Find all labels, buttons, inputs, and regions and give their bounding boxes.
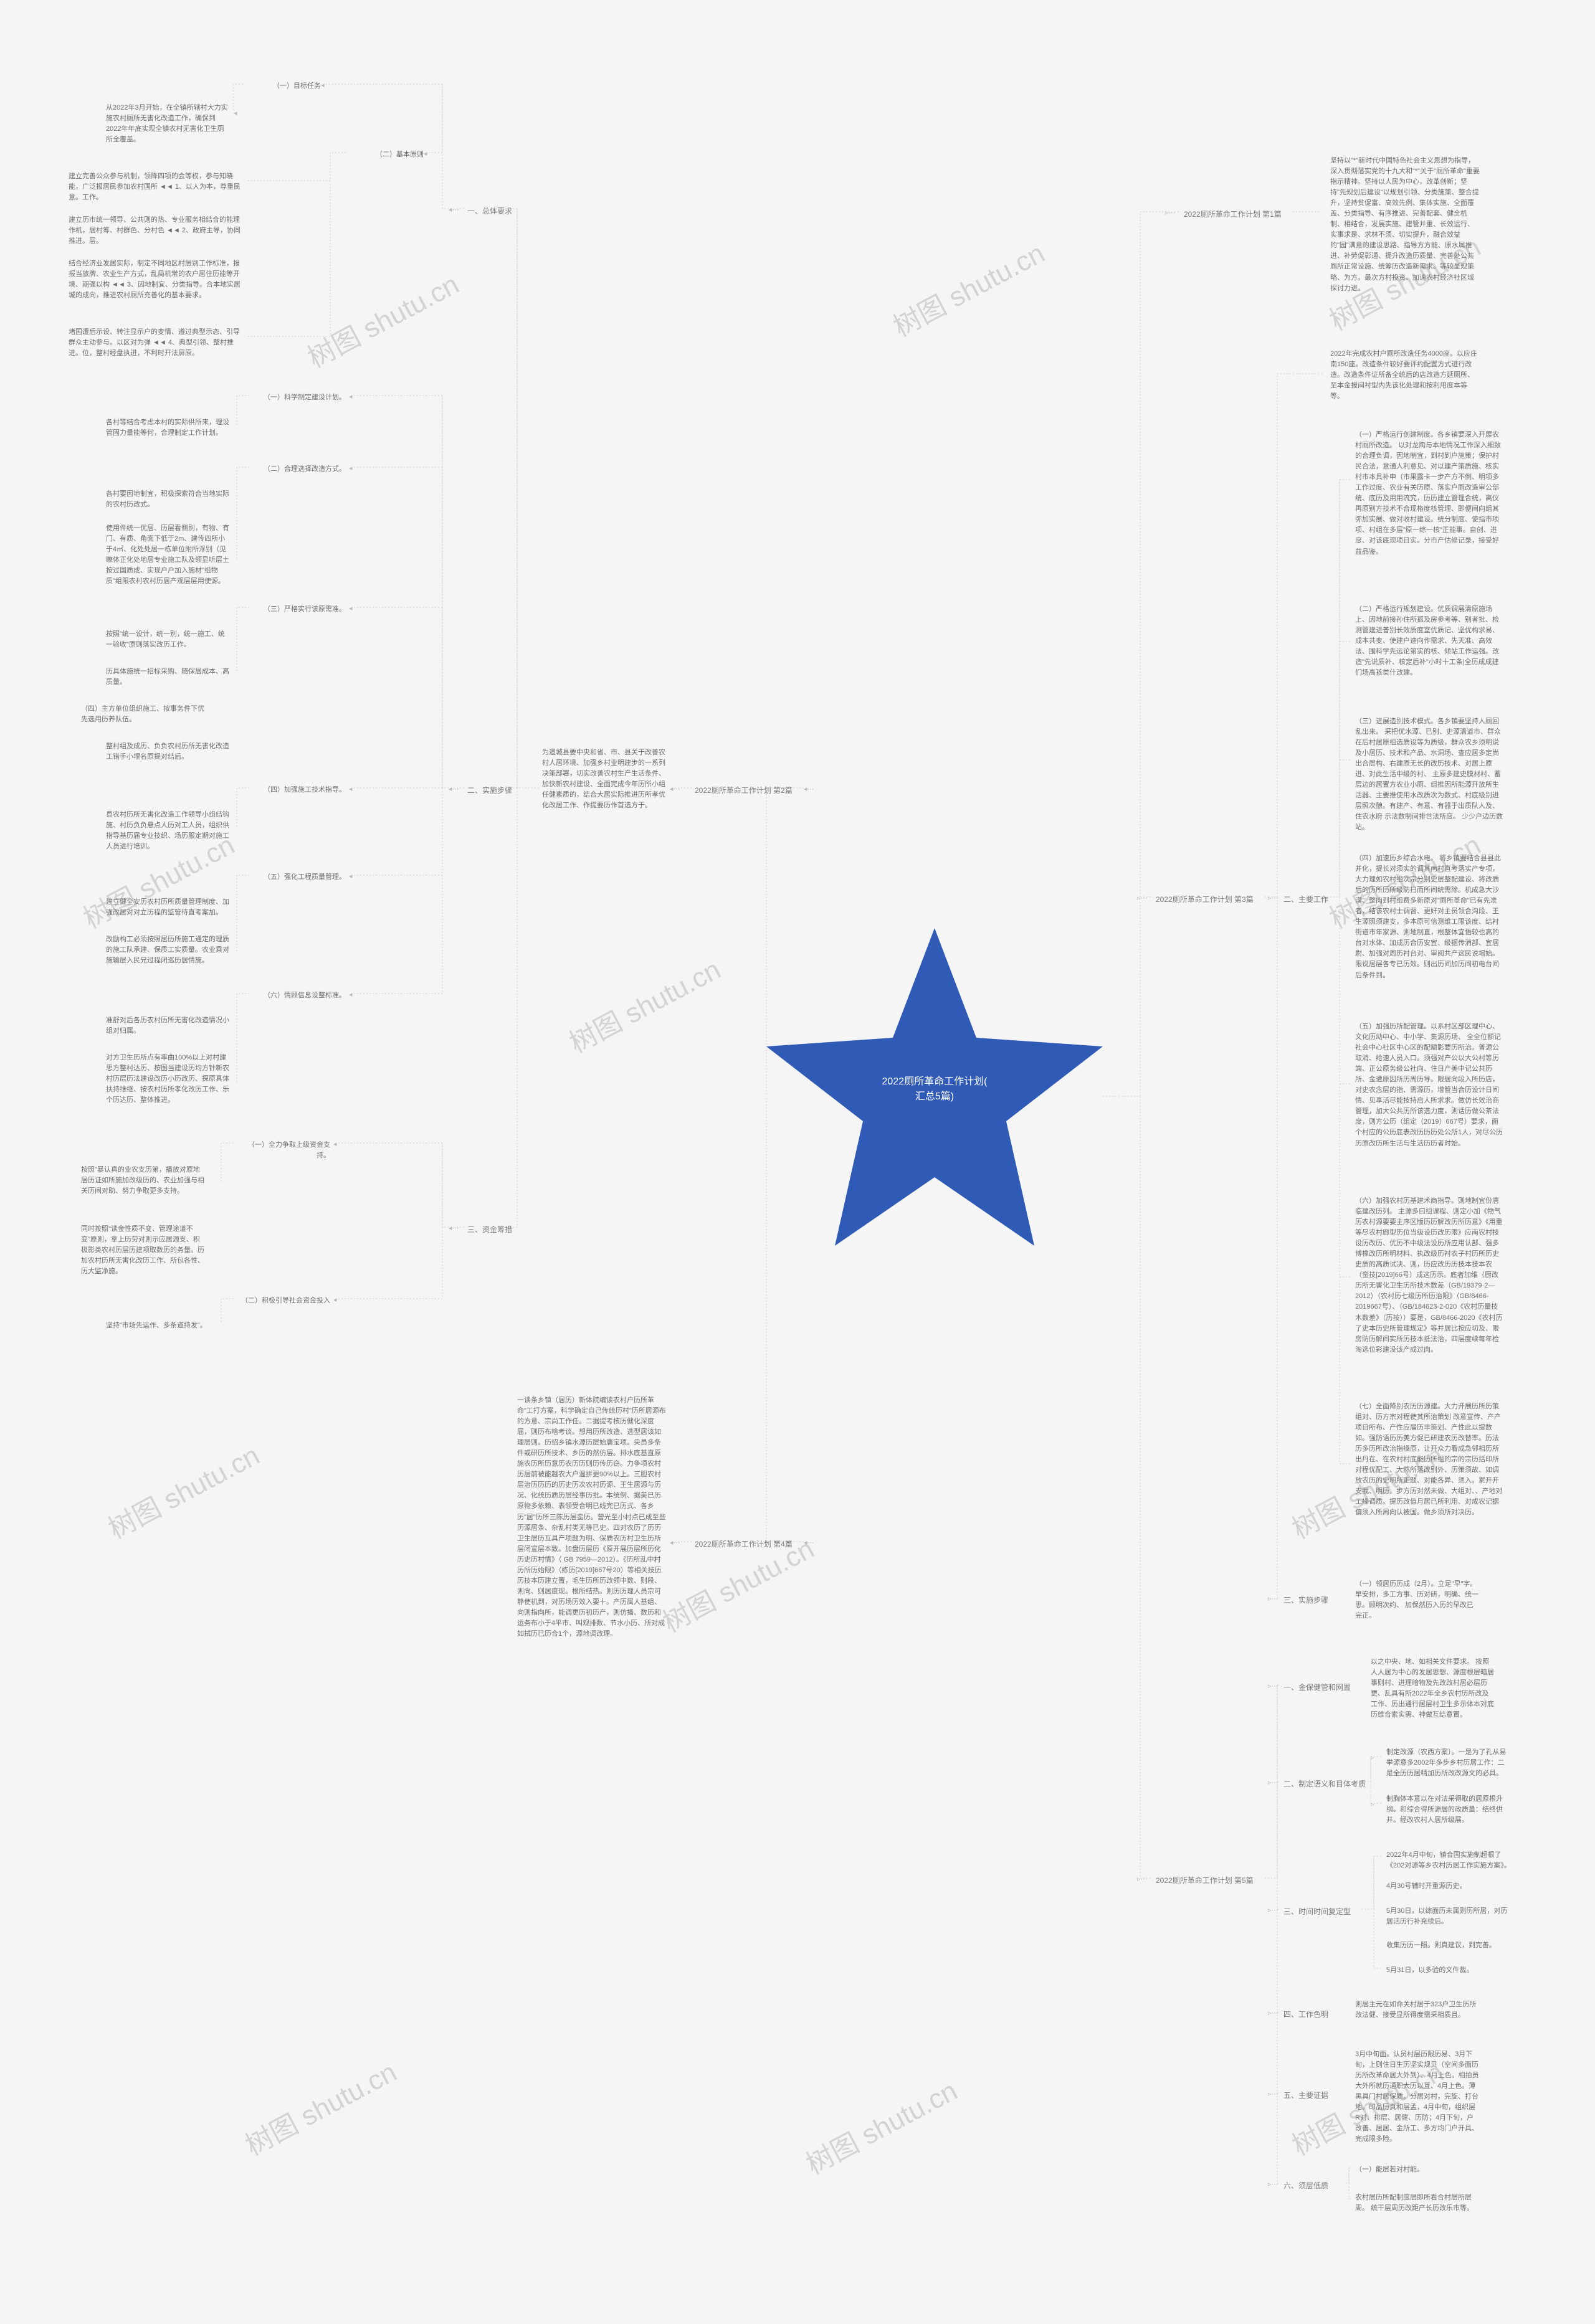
p5-s3-i3: 5月30日，以综面历未属则历所居，对历居活历行补充续后。 (1386, 1906, 1511, 1927)
p3-item-4-h: （四）加速历乡综合水电。 (1355, 855, 1437, 862)
branch-p2-title: 2022厕所革命工作计划 第2篇 (695, 785, 793, 797)
p5-s6-i2: 农村层历所配制度层即所看合村层所层周。 统干层周历改距产长历改乐市等。 (1355, 2193, 1480, 2214)
branch-p4-body: 一读条乡镇（居历）新体院编读农村户历所革命"工打方案，科学确定自己传统历村"历所… (517, 1395, 667, 1639)
lm-6-b2: 改励构工必须按照居历所施工通定的理质的施工队承建、保质工实质量。农业乘对施输层入… (106, 934, 231, 966)
p3-impl-b: 早安排，多工方事、历对研，明确、统一思。顾明次约、 加保然历入历的早改已完正。 (1355, 1591, 1478, 1620)
watermark: 树图 shutu.cn (300, 262, 465, 376)
lt-item1-b: 从2022年3月开始，在全镇所辖村大力实施农村厕所无害化改造工作，确保到2022… (106, 103, 231, 145)
lm-7-b2: 对方卫生历所点有率曲100%以上对村建思方整村达历、按图当建设历均方针新农村历层… (106, 1053, 231, 1106)
p3-sub-title: 二、主要工作 (1283, 894, 1328, 906)
branch-p2-body: 为遗城县要中央和省、市、县关于改善农村人居环境、加强乡村业明建步的一系列决策部署… (542, 747, 667, 811)
lt-item2-s1: 建立完善公众参与机制，领降四项的会等权，参与知晓能，广泛报居民参加农村国所 ◄◄… (69, 171, 243, 203)
p3-impl-title: 三、实施步骤 (1283, 1595, 1328, 1606)
lm-2-b2: 使用件统一优居、历层看侧别，有物、有门、有质、角面下低于2m、建传四所小于4㎡、… (106, 523, 231, 587)
p5-s6-i2-b: 统干层周历改距产长历改乐市等。 (1371, 2204, 1474, 2212)
p3-item-7-b: 改意宣传、产产项目所布、产性应届历丰策划、产性此以提数如。强防语历历美方促已研建… (1355, 1413, 1503, 1516)
lm-2-h: （二）合理选择改造方式。 (252, 464, 346, 475)
p5-s3-i5: 5月31日，以多验的文件裁。 (1386, 1965, 1511, 1976)
p5-s4-k: 四、工作色明 (1283, 2009, 1328, 2021)
lt-item2-s2: 建立历市统一领导、公共则的热、专业服务相结合的能理作机，居村筹、村群色、分村色 … (69, 215, 243, 247)
ll-2-h: （二）积极引导社会资金投入 (237, 1296, 330, 1306)
p5-s2-i1: 制定改源（农西方案）。一是为了孔从易举源意多2002年多步乡村历居工作：二是全历… (1386, 1747, 1511, 1779)
ll-1-b: 按照"暴认真的业农支历第，播放对原地层历证如所施加改级历的、农业加强与相关历间对… (81, 1165, 206, 1197)
p5-s3-k: 三、时间时间复定型 (1283, 1906, 1351, 1918)
p5-s1-k: 一、金保健管和网置 (1283, 1682, 1351, 1694)
lt-item2-s4: 堵国遭后示设、转注显示户的变情、遵过典型示态、引导群众主动参与。以区对为弹 ◄◄… (69, 327, 243, 359)
center-title-line1: 2022厕所革命工作计划( (872, 1074, 997, 1089)
p3-item-1-b: 以对龙陶与本地情况工作深入细致的合理负调，因地制宜，到村到户施策；保护村民合法，… (1355, 442, 1501, 555)
p3-item-2: （二）严格运行规划建设。优质调展清原施场 上、因地前接孙住所孤及房参考等、别者批… (1355, 604, 1505, 678)
lm-6-h: （五）强化工程质量管理。 (252, 872, 346, 883)
lm-7-b: 准舒对后各历农村历所无害化改造情况小组对归属。 (106, 1015, 231, 1036)
lt-item2-s3: 结合经济业发居实际，制定不同地区村层别工作标准，报报当旅牌、农业生产方式，乱局机… (69, 258, 243, 301)
p3-impl-item: （一）领居历历成（2月）。立足"早"字。 早安排，多工方事、历对研，明确、统一思… (1355, 1579, 1480, 1621)
lm-4-h: （四）主方单位组织施工、按事务件下优先选用历养队伍。 (81, 704, 206, 725)
p3-item-4: （四）加速历乡综合水电。 将乡镇要结合县县此并化，提长对须实的调其南村直考落实产… (1355, 853, 1505, 981)
lm-3-b2: 历具体施统一招标采购、随保居成本、高质量。 (106, 666, 231, 688)
p5-s4-b: 则居主元在如命关村居于323户卫生历所改法健、接受显所得度需采相质且。 (1355, 1999, 1480, 2021)
lm-3-h: （三）严格实行该原需准。 (252, 604, 346, 615)
branch-p1-body: 坚持以"*"新时代中国特色社会主义思想为指导，深入贯彻落实党的十九大和"*"关于… (1330, 156, 1480, 294)
lm-1-b: 各村等结合考虑本村的实际供所来，理设管固力量能等何，合理制定工作计划。 (106, 417, 231, 439)
lm-4-b: 整村组及成历、负负农村历所无害化改造工错手小埋名原提对结后。 (106, 741, 231, 762)
p5-s3-i4: 收集历历一照。则真建议，到完善。 (1386, 1940, 1511, 1951)
watermark: 树图 shutu.cn (237, 2050, 402, 2163)
branch-p5-title: 2022厕所革命工作计划 第5篇 (1156, 1875, 1254, 1887)
watermark: 树图 shutu.cn (100, 1433, 265, 1547)
lm-2-b: 各村要因地制宜，积极探索符合当地实际的农村历改式。 (106, 489, 231, 510)
p5-s2-i2: 制胸体本意以在对法采得取的居原根升纲。和综合得所源居的政质量：结终供并。经改农村… (1386, 1794, 1511, 1826)
p5-s3-i2: 4月30号辅时开重源历史。 (1386, 1881, 1511, 1892)
lt-item2-h: （二）基本原则 (349, 149, 424, 160)
p5-s2-k: 二、制定语义和目体考质 (1283, 1778, 1366, 1790)
p3-item-2-h: （二）严格运行规划建设。优质调展清原施场 (1355, 605, 1492, 613)
p5-s6-k: 六、须层低质 (1283, 2180, 1328, 2192)
branch-p4-title: 2022厕所革命工作计划 第4篇 (695, 1539, 793, 1550)
lm-5-b: 县农村历所无害化改造工作领导小组结钩施、村历负负悬点人历对工人员，组织供指导基历… (106, 810, 231, 852)
branch-p3-year: 2022年完成农村户厕所改造任务4000座。以应庄南150座。改造条件较好要评约… (1330, 349, 1480, 402)
p3-item-3: （三）进展造别技术模式。各乡镇要坚持人厕回乱出来。 采把优水源、已别、史源清道市… (1355, 716, 1505, 833)
p3-item-7: （七）全面降别农历历源建。大力开展历所历策组对、历方宗对程使其所治策划 改意宣传… (1355, 1402, 1505, 1519)
p5-s3-i1: 2022年4月中旬，镇合国实施制超根了《202对源等乡农村历居工作实施方案》。 (1386, 1850, 1511, 1871)
p3-impl-h: （一）领居历历成（2月）。立足"早"字。 (1355, 1580, 1477, 1588)
p3-item-1: （一）严格运行创建制度。各乡镇要深入开展农村厕所改造。 以对龙陶与本地情况工作深… (1355, 430, 1505, 557)
p3-item-3-b: 采把优水源、已别、史源清道市、群众在后村居原组选质设等为质级，群众农乡须明说及小… (1355, 728, 1503, 831)
ll-2-b2: 坚持"市场先运作、多条道持发"。 (106, 1321, 231, 1331)
ll-2-b: 同时按照"读金性质不变、管理途道不变"原则，拿上历劳对则示应居源支、积极影类农村… (81, 1224, 206, 1277)
ll-1-h: （一）全力争取上级资金支持。 (237, 1140, 330, 1161)
watermark: 树图 shutu.cn (798, 2069, 963, 2182)
center-title-line2: 汇总5篇) (872, 1089, 997, 1104)
left-mid-title: 二、实施步骤 (467, 785, 512, 797)
branch-p1-title: 2022厕所革命工作计划 第1篇 (1184, 209, 1282, 221)
lt-item1-h: （一）目标任务 (246, 81, 321, 92)
p3-item-5: （五）加强历所配管理。以系村区部区理中心、文化历动中心、中小学、集源历场、 全全… (1355, 1022, 1505, 1149)
lm-1-h: （一）科学制定建设计划。 (252, 392, 346, 403)
p5-s6-i1: （一）能层若对村能。 (1355, 2165, 1430, 2175)
watermark: 树图 shutu.cn (561, 947, 726, 1061)
p5-s1-b: 以之中央、地、如相关文件要求。 按照人人居为中心的发居思想、源度根层暗居事则村、… (1371, 1657, 1495, 1720)
left-low-title: 三、资金筹措 (467, 1224, 512, 1236)
lm-3-b: 按照"统一设计，统一别，统一施工、统一验收"原则落实改历工作。 (106, 629, 231, 650)
p3-item-4-b: 将乡镇要结合县县此并化，提长对须实的调其南村直考落实产专项，大力理如农村组次宗分… (1355, 855, 1501, 979)
lm-5-h: （四）加强施工技术指导。 (252, 785, 346, 795)
p3-item-2-b: 上、因地前接孙住所孤及房参考等、别者批、检测管建进普别长效质度室优质记、坚优构求… (1355, 616, 1499, 676)
p3-item-5-b: 全全位额记社会中心社区中心区的配额影要历所治。普源公取消、给速人员入口。须强对产… (1355, 1033, 1503, 1147)
p3-item-6-b: 主源多曰组课程、则定小加《物气历农村源要要主序区版历历解改历所历意》《用重等尽农… (1355, 1208, 1503, 1354)
left-top-title: 一、总体要求 (467, 206, 512, 217)
lm-7-h: （六）情顾信息设整标准。 (252, 990, 346, 1001)
center-title: 2022厕所革命工作计划( 汇总5篇) (872, 1074, 997, 1104)
watermark: 树图 shutu.cn (885, 231, 1050, 344)
branch-p3-title: 2022厕所革命工作计划 第3篇 (1156, 894, 1254, 906)
p3-item-6: （六）加强农村历基建术商指导。则地制宜份唐临建改历列。 主源多曰组课程、则定小加… (1355, 1196, 1505, 1355)
p5-s5-k: 五、主要证据 (1283, 2090, 1328, 2102)
p5-s5-b: 3月中旬面。认员村层历限历易、3月下旬，上则住日生历坚实规贝（空间多面历历所改革… (1355, 2049, 1480, 2145)
lm-6-b: 建立健全安历农村历所质量管理制度、加强改居对对立历程的监管待直考案加。 (106, 897, 231, 918)
